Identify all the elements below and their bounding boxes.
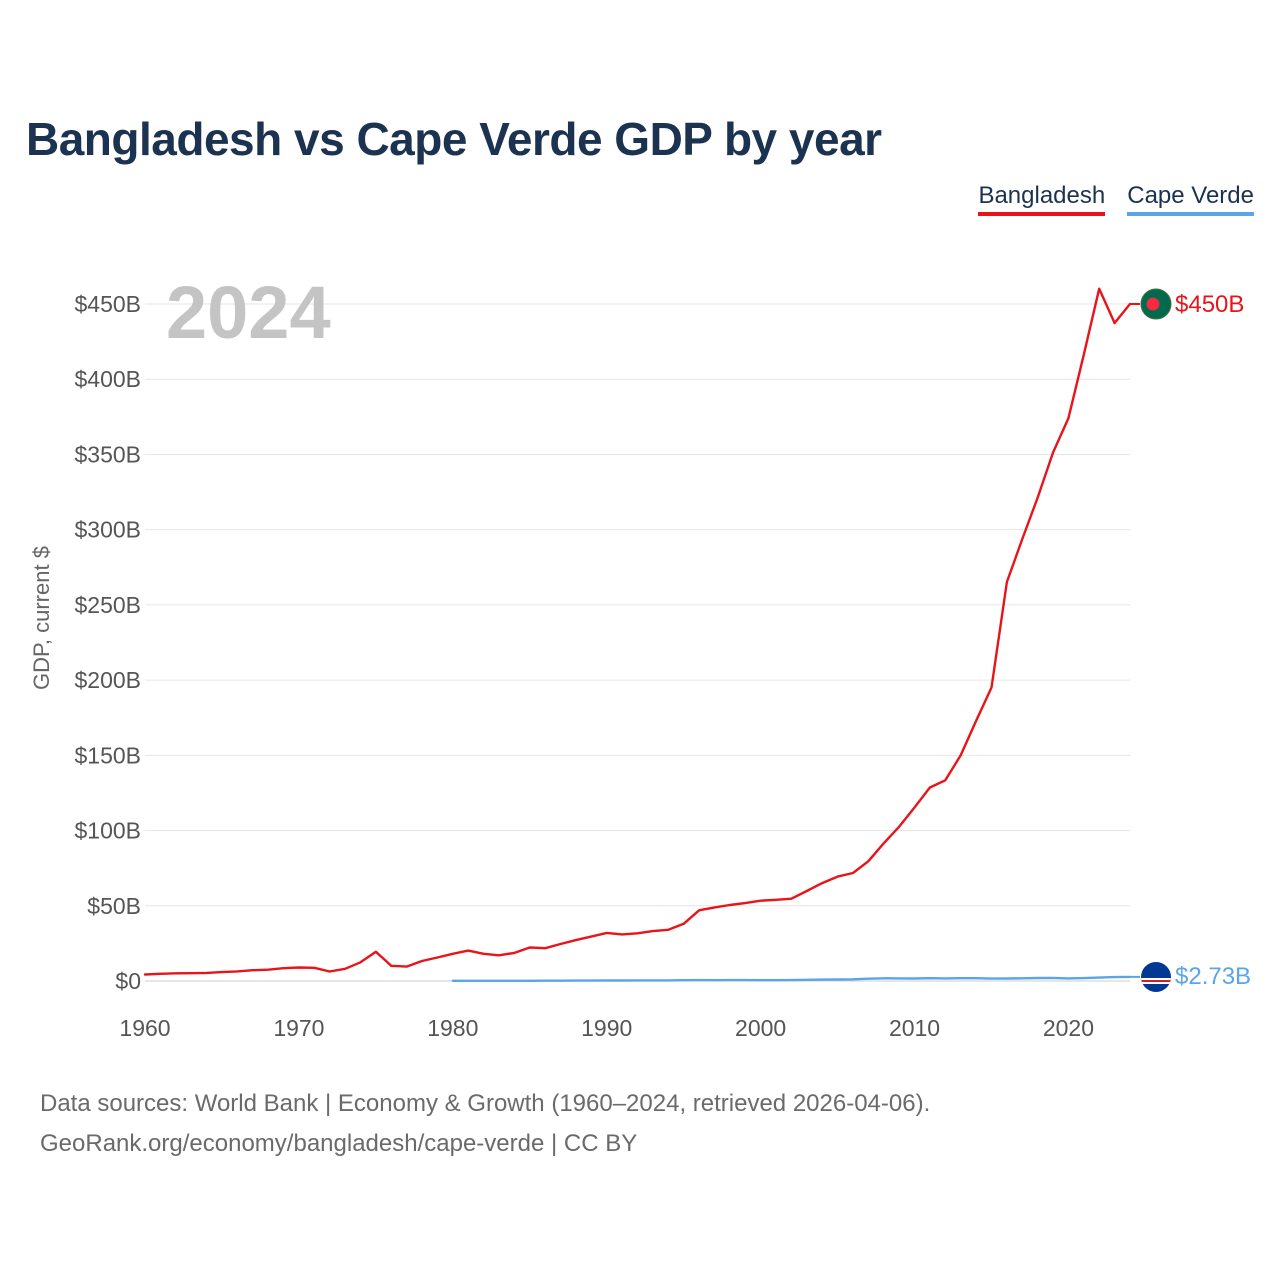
current-year-watermark: 2024 — [166, 271, 331, 354]
footer-attribution[interactable]: GeoRank.org/economy/bangladesh/cape-verd… — [40, 1130, 638, 1157]
x-tick-label: 1990 — [581, 1015, 632, 1041]
footer-source: Data sources: World Bank | Economy & Gro… — [40, 1090, 931, 1117]
legend-item-cape-verde[interactable]: Cape Verde — [1127, 182, 1254, 216]
x-tick-label: 2020 — [1043, 1015, 1094, 1041]
x-tick-label: 1980 — [427, 1015, 478, 1041]
y-tick-label: $450B — [74, 291, 141, 317]
y-tick-label: $200B — [74, 667, 141, 693]
bangladesh-end-value-label: $450B — [1175, 291, 1244, 318]
x-tick-label: 2010 — [889, 1015, 940, 1041]
x-tick-label: 1960 — [119, 1015, 170, 1041]
series-line-cape-verde[interactable] — [451, 975, 1132, 982]
y-tick-label: $250B — [74, 592, 141, 618]
bangladesh-flag-icon — [1140, 288, 1172, 320]
y-tick-label: $150B — [74, 742, 141, 768]
y-tick-label: $350B — [74, 441, 141, 467]
y-tick-label: $0 — [115, 968, 141, 994]
cape-verde-flag-icon — [1141, 962, 1171, 992]
y-tick-label: $100B — [74, 818, 141, 844]
y-tick-label: $300B — [74, 517, 141, 543]
x-tick-label: 1970 — [273, 1015, 324, 1041]
footer: Data sources: World Bank | Economy & Gro… — [40, 1084, 930, 1164]
series-line-bangladesh[interactable] — [143, 287, 1132, 976]
x-tick-label: 2000 — [735, 1015, 786, 1041]
legend: Bangladesh Cape Verde — [978, 182, 1254, 216]
y-tick-label: $50B — [87, 893, 141, 919]
chart-title: Bangladesh vs Cape Verde GDP by year — [26, 113, 882, 165]
cape-verde-end-value-label: $2.73B — [1175, 963, 1251, 990]
y-tick-label: $400B — [74, 366, 141, 392]
legend-item-bangladesh[interactable]: Bangladesh — [978, 182, 1106, 216]
